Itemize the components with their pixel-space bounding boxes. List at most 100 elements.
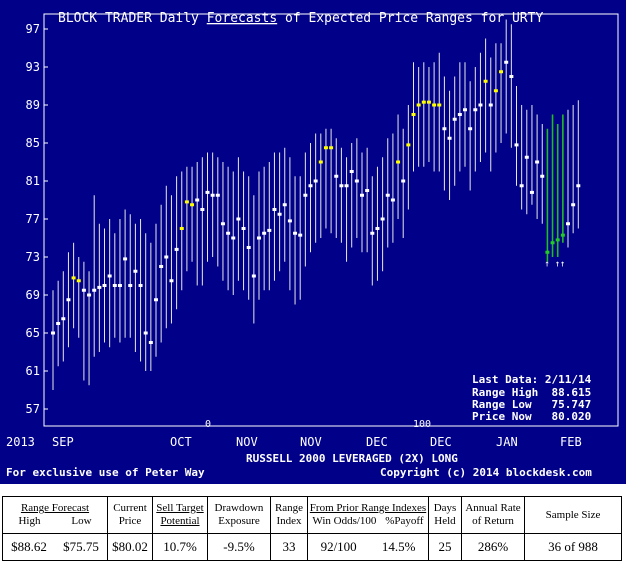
price-marker: [128, 284, 133, 287]
price-marker: [406, 143, 411, 147]
price-marker: [71, 276, 76, 280]
price-marker: [401, 179, 406, 183]
up-arrow-icon: ↑: [555, 260, 560, 270]
price-marker: [468, 127, 473, 131]
price-marker: [483, 79, 488, 83]
price-marker: [277, 212, 282, 216]
price-marker: [148, 341, 153, 344]
month-label: NOV: [300, 435, 322, 449]
price-marker: [432, 103, 437, 107]
annual-rate-header: Annual Rate of Return: [461, 496, 525, 534]
days-held-value: 25: [428, 533, 462, 561]
price-marker: [566, 222, 570, 226]
price-marker: [226, 231, 231, 235]
price-marker: [76, 279, 81, 283]
price-marker: [184, 200, 189, 204]
high-header: High: [18, 515, 41, 527]
price-marker: [334, 174, 339, 178]
info-range-high: Range High 88.615: [472, 386, 591, 399]
price-marker: [267, 228, 272, 232]
price-marker: [365, 189, 370, 192]
title-part-1: BLOCK TRADER Daily: [58, 11, 207, 26]
price-marker: [550, 241, 555, 245]
y-tick-label: 69: [26, 288, 40, 302]
index-marker: 0: [205, 419, 211, 430]
price-marker: [102, 284, 107, 287]
price-marker: [329, 146, 334, 150]
range-forecast-title[interactable]: Range Forecast: [20, 502, 90, 514]
price-marker: [535, 160, 540, 164]
y-tick-label: 93: [26, 60, 40, 74]
price-marker: [349, 170, 354, 173]
price-marker: [560, 233, 565, 237]
title-part-3: of Expected Price Ranges for URTY: [277, 11, 543, 26]
price-marker: [360, 193, 364, 197]
price-marker: [66, 298, 71, 302]
up-arrow-icon: ↑: [560, 260, 565, 270]
footer-left: For exclusive use of Peter Way: [6, 466, 205, 479]
stats-table: Range Forecast High Low Current Price Sel…: [2, 496, 622, 561]
sell-target-header: Sell Target Potential: [152, 496, 208, 534]
price-marker: [164, 255, 169, 259]
price-marker: [478, 103, 483, 107]
price-marker: [241, 227, 246, 230]
price-marker: [200, 208, 205, 211]
annual-rate-value: 286%: [461, 533, 525, 561]
drawdown-value: -9.5%: [207, 533, 271, 561]
price-marker: [215, 193, 220, 197]
prior-range-title[interactable]: From Prior Range Indexes: [309, 502, 427, 514]
title-part-forecasts: Forecasts: [207, 11, 277, 26]
price-marker: [107, 274, 112, 278]
price-marker: [437, 103, 442, 107]
price-marker: [514, 143, 519, 147]
price-marker: [257, 236, 261, 240]
month-label: SEP: [52, 435, 74, 449]
price-marker: [123, 257, 128, 261]
plot-frame: [43, 13, 619, 427]
range-forecast-values: $88.62 $75.75: [2, 533, 108, 561]
month-label: DEC: [430, 435, 452, 449]
price-marker: [344, 184, 349, 188]
price-marker: [205, 190, 210, 194]
price-marker: [493, 89, 498, 93]
price-marker: [272, 208, 277, 211]
index-marker: 100: [413, 419, 431, 430]
price-marker: [457, 113, 462, 116]
current-price-header: Current Price: [107, 496, 153, 534]
price-marker: [81, 288, 86, 292]
y-axis: 97 93 89 85 81 77 73 69 65 61 57: [26, 22, 48, 416]
payoff-header: %Payoff: [385, 515, 424, 527]
y-tick-label: 81: [26, 174, 40, 188]
price-marker: [375, 227, 380, 230]
price-marker: [190, 203, 195, 207]
price-marker: [529, 190, 534, 194]
chart-panel: BLOCK TRADER Daily Forecasts of Expected…: [0, 0, 626, 484]
y-tick-label: 57: [26, 402, 40, 416]
sell-target-value: 10.7%: [152, 533, 208, 561]
y-tick-label: 85: [26, 136, 40, 150]
price-marker: [112, 284, 117, 287]
price-marker: [463, 108, 467, 112]
price-marker: [545, 250, 550, 254]
month-label: JAN: [496, 435, 518, 449]
price-marker: [56, 322, 61, 325]
current-price-value: $80.02: [107, 533, 153, 561]
y-tick-label: 73: [26, 250, 40, 264]
price-marker: [195, 198, 200, 202]
price-marker: [509, 75, 514, 78]
price-marker: [298, 233, 303, 237]
up-arrow-icon: ↑: [544, 260, 549, 270]
x-axis: 2013 SEP OCT NOV NOV DEC DEC JAN FEB 0 1…: [6, 419, 582, 449]
range-forecast-chart: BLOCK TRADER Daily Forecasts of Expected…: [6, 11, 619, 479]
price-marker: [488, 103, 493, 107]
price-marker: [251, 274, 256, 278]
price-marker: [293, 231, 298, 235]
low-value: $75.75: [63, 539, 99, 554]
price-marker: [385, 193, 390, 197]
sell-target-link[interactable]: Sell Target Potential: [156, 502, 204, 527]
price-marker: [174, 247, 179, 251]
price-marker: [519, 184, 524, 188]
price-marker: [51, 331, 55, 335]
price-marker: [318, 160, 323, 164]
price-marker: [210, 193, 215, 197]
